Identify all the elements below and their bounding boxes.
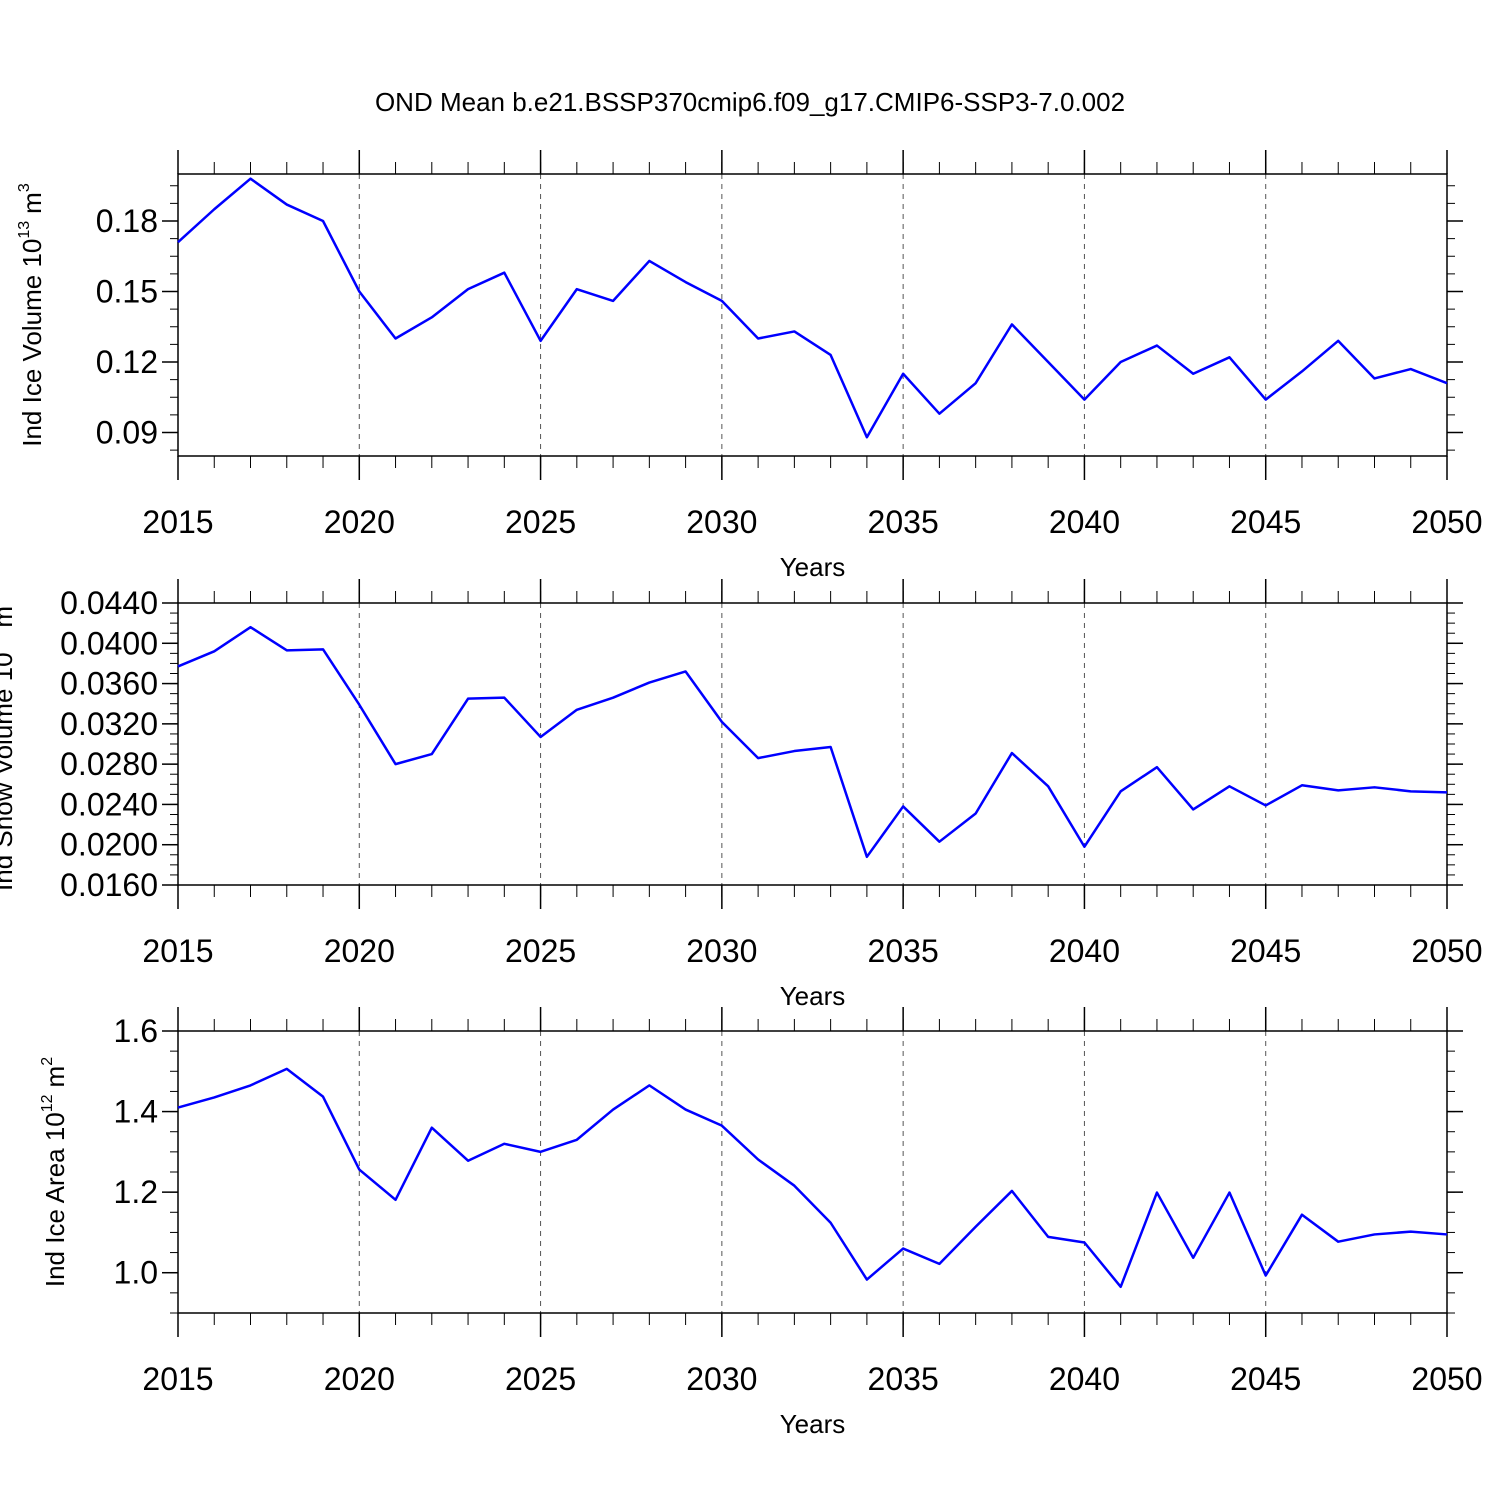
y-axis-label: Ind Ice Volume 1013 m3 [16,183,47,447]
x-tick-label: 2025 [505,504,576,540]
y-tick-label: 0.12 [96,344,158,380]
x-axis-label: Years [780,981,846,1011]
x-tick-label: 2040 [1049,933,1120,969]
chart-title: OND Mean b.e21.BSSP370cmip6.f09_g17.CMIP… [375,87,1125,117]
y-axis-label-unit-power: 3 [16,183,33,192]
x-tick-label: 2030 [686,504,757,540]
y-tick-label: 0.0320 [60,706,158,742]
data-line [177,1067,1448,1289]
y-tick-label: 0.0360 [60,666,158,702]
x-tick-label: 2045 [1230,933,1301,969]
y-tick-label: 0.09 [96,415,158,451]
y-tick-label: 0.0200 [60,827,158,863]
x-axis-label: Years [780,552,846,582]
y-axis-label-power: 12 [39,1094,56,1112]
y-axis-label-unit: m [0,606,18,628]
y-tick-label: 0.18 [96,203,158,239]
x-tick-label: 2035 [868,504,939,540]
y-tick-label: 1.4 [114,1094,158,1130]
x-tick-label: 2035 [868,1361,939,1397]
y-axis-label-unit: m [17,192,47,214]
x-tick-label: 2050 [1411,504,1482,540]
plot-frame [177,1030,1448,1314]
y-tick-label: 0.0400 [60,625,158,661]
x-tick-label: 2035 [868,933,939,969]
plot-frame [177,602,1448,886]
y-axis-label-text: Ind Ice Volume 10 [17,239,47,447]
x-tick-label: 2020 [324,933,395,969]
x-tick-label: 2040 [1049,1361,1120,1397]
plot-frame [177,173,1448,457]
x-tick-label: 2045 [1230,504,1301,540]
x-tick-label: 2045 [1230,1361,1301,1397]
y-tick-label: 0.0240 [60,786,158,822]
x-tick-label: 2015 [142,933,213,969]
y-tick-label: 1.6 [114,1013,158,1049]
x-tick-label: 2030 [686,1361,757,1397]
x-tick-label: 2020 [324,504,395,540]
x-tick-label: 2025 [505,1361,576,1397]
y-axis-label-unit-power: 2 [39,1057,56,1066]
y-axis-label-power: 13 [16,221,33,239]
x-tick-label: 2040 [1049,504,1120,540]
x-tick-label: 2025 [505,933,576,969]
y-tick-label: 1.2 [114,1174,158,1210]
y-tick-label: 0.0160 [60,867,158,903]
y-axis-label-unit: m [40,1066,70,1088]
y-axis-label-power: 13 [0,635,4,653]
y-tick-label: 1.0 [114,1255,158,1291]
y-axis-label-text: Ind Snow Volume 10 [0,652,18,891]
x-tick-label: 2015 [142,504,213,540]
x-tick-label: 2030 [686,933,757,969]
y-tick-label: 0.0440 [60,585,158,621]
y-tick-label: 0.0280 [60,746,158,782]
y-axis-label-unit-power: 3 [0,597,4,606]
x-tick-label: 2050 [1411,1361,1482,1397]
x-axis-label: Years [780,1409,846,1439]
y-axis-label: Ind Ice Area 1012 m2 [39,1057,70,1287]
x-tick-label: 2050 [1411,933,1482,969]
data-line [177,625,1448,859]
y-tick-label: 0.15 [96,274,158,310]
x-tick-label: 2020 [324,1361,395,1397]
data-line [177,177,1448,439]
y-axis-label-text: Ind Ice Area 10 [40,1112,70,1287]
x-tick-label: 2015 [142,1361,213,1397]
y-axis-label: Ind Snow Volume 1013 m3 [0,597,18,891]
